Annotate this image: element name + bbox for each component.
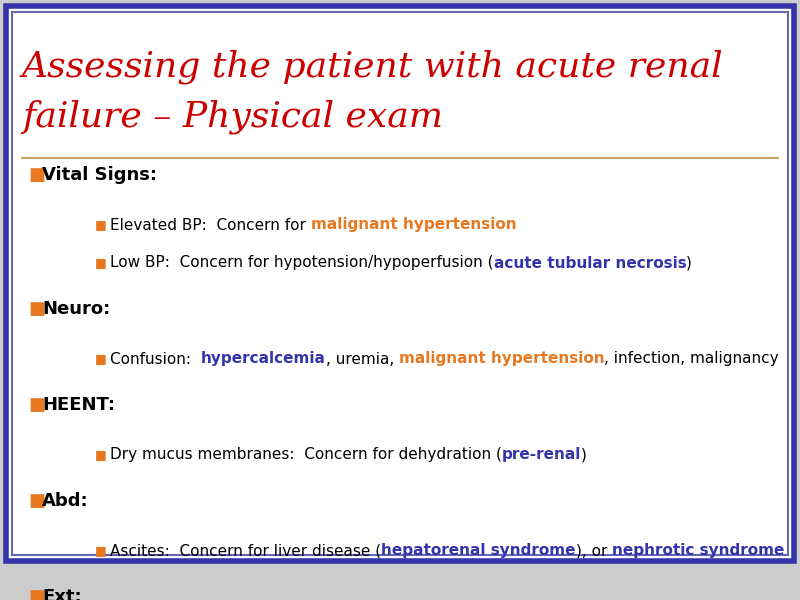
Text: ■: ■: [28, 166, 45, 184]
Text: ), or: ), or: [576, 544, 612, 559]
Text: Elevated BP:  Concern for: Elevated BP: Concern for: [110, 217, 310, 232]
Text: ■: ■: [95, 545, 106, 557]
Text: Ext:: Ext:: [42, 588, 82, 600]
Text: Dry mucus membranes:  Concern for dehydration (: Dry mucus membranes: Concern for dehydra…: [110, 448, 502, 463]
Text: hypercalcemia: hypercalcemia: [201, 352, 326, 367]
Text: ): ): [582, 448, 587, 463]
Text: Low BP:  Concern for hypotension/hypoperfusion (: Low BP: Concern for hypotension/hypoperf…: [110, 256, 494, 271]
Text: hepatorenal syndrome: hepatorenal syndrome: [381, 544, 576, 559]
Text: ■: ■: [28, 588, 45, 600]
Text: Ascites:  Concern for liver disease (: Ascites: Concern for liver disease (: [110, 544, 381, 559]
Text: Confusion:: Confusion:: [110, 352, 201, 367]
Text: failure – Physical exam: failure – Physical exam: [22, 100, 443, 134]
Text: nephrotic syndrome: nephrotic syndrome: [612, 544, 784, 559]
Text: ■: ■: [95, 449, 106, 461]
Text: HEENT:: HEENT:: [42, 396, 115, 414]
Text: Neuro:: Neuro:: [42, 300, 110, 318]
Text: , infection, malignancy: , infection, malignancy: [604, 352, 779, 367]
Text: Abd:: Abd:: [42, 492, 89, 510]
Text: ■: ■: [28, 396, 45, 414]
Text: Assessing the patient with acute renal: Assessing the patient with acute renal: [22, 50, 724, 85]
Text: malignant hypertension: malignant hypertension: [310, 217, 516, 232]
Text: , uremia,: , uremia,: [326, 352, 398, 367]
Text: Vital Signs:: Vital Signs:: [42, 166, 157, 184]
Text: malignant hypertension: malignant hypertension: [398, 352, 604, 367]
Text: ■: ■: [28, 492, 45, 510]
Text: ■: ■: [95, 352, 106, 365]
Text: ■: ■: [28, 300, 45, 318]
Text: pre-renal: pre-renal: [502, 448, 582, 463]
Text: ■: ■: [95, 218, 106, 232]
Text: ): ): [686, 256, 692, 271]
Text: acute tubular necrosis: acute tubular necrosis: [494, 256, 686, 271]
Text: ■: ■: [95, 257, 106, 269]
